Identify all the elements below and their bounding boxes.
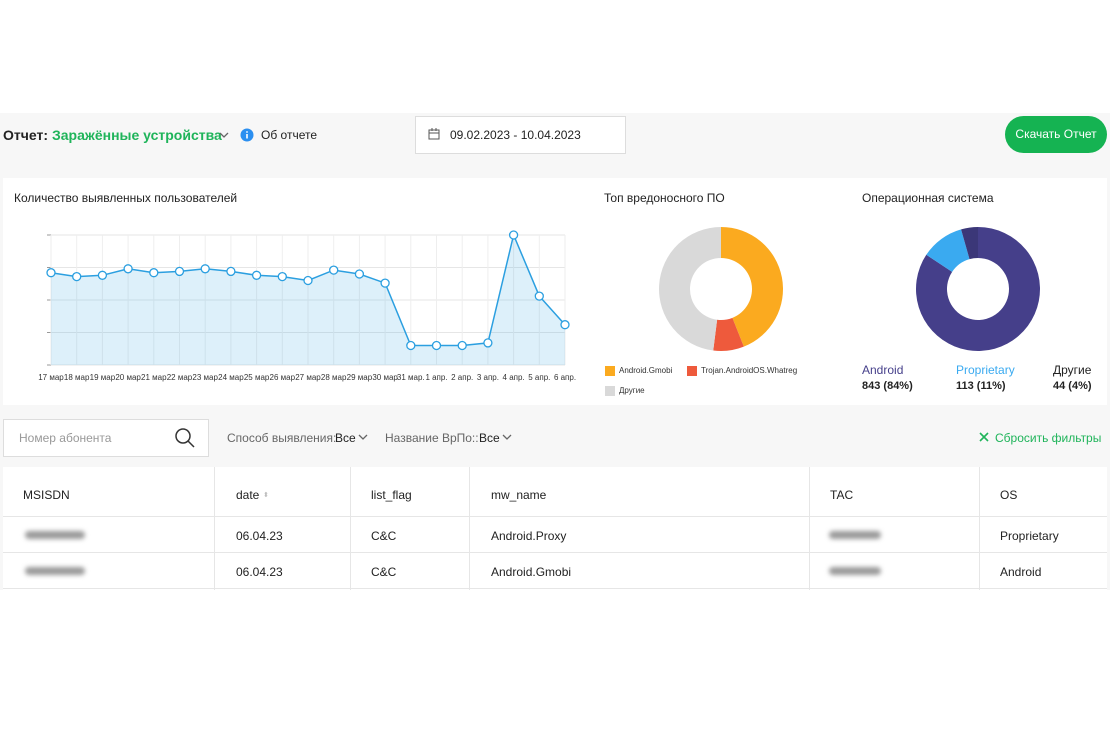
malware-select[interactable]: Все bbox=[479, 431, 500, 445]
point bbox=[330, 266, 338, 274]
legend-swatch bbox=[687, 366, 697, 376]
x-tick-label: 25 мар bbox=[244, 373, 270, 382]
x-tick-label: 24 мар bbox=[218, 373, 244, 382]
point bbox=[407, 342, 415, 350]
blurred-msisdn bbox=[25, 567, 85, 575]
legend-label: Trojan.AndroidOS.Whatreg bbox=[701, 366, 797, 375]
x-tick-label: 28 мар bbox=[321, 373, 347, 382]
column-header: MSISDN bbox=[23, 488, 70, 502]
column-header: OS bbox=[1000, 488, 1017, 502]
table-cell: Android bbox=[1000, 565, 1041, 579]
point bbox=[73, 273, 81, 281]
malware-label: Название ВрПо:: bbox=[385, 431, 479, 445]
x-tick-label: 27 мар bbox=[295, 373, 321, 382]
point bbox=[47, 269, 55, 277]
point bbox=[535, 292, 543, 300]
row-border bbox=[3, 588, 1107, 589]
blurred-tac bbox=[829, 531, 881, 539]
point bbox=[278, 273, 286, 281]
table-cell: C&C bbox=[371, 565, 396, 579]
legend-label: Другие bbox=[619, 386, 645, 395]
x-tick-label: 29 мар bbox=[347, 373, 373, 382]
x-tick-label: 23 мар bbox=[192, 373, 218, 382]
x-tick-label: 2 апр. bbox=[451, 373, 473, 382]
point bbox=[304, 277, 312, 285]
point bbox=[124, 265, 132, 273]
x-tick-label: 4 апр. bbox=[503, 373, 525, 382]
column-border bbox=[979, 467, 980, 590]
chevron bbox=[358, 433, 368, 441]
blurred-tac bbox=[829, 567, 881, 575]
method-label: Способ выявления: bbox=[227, 431, 336, 445]
column-header: TAC bbox=[830, 488, 853, 502]
method-select[interactable]: Все bbox=[335, 431, 356, 445]
x-tick-label: 19 мар bbox=[90, 373, 116, 382]
point bbox=[98, 271, 106, 279]
chart-title: Количество выявленных пользователей bbox=[14, 191, 237, 205]
table: MSISDN date list_flag mw_name TAC OS ⬍ 06.04.23… bbox=[3, 467, 1107, 590]
row-border bbox=[3, 516, 1107, 517]
search-icon[interactable] bbox=[174, 427, 196, 449]
table-cell: 06.04.23 bbox=[236, 565, 283, 579]
donut-segment bbox=[659, 227, 721, 351]
table-cell: Proprietary bbox=[1000, 529, 1059, 543]
column-header: date bbox=[236, 488, 259, 502]
x-tick-label: 26 мар bbox=[270, 373, 296, 382]
legend-label: Android bbox=[862, 363, 903, 377]
x-tick-label: 20 мар bbox=[115, 373, 141, 382]
column-border bbox=[469, 467, 470, 590]
legend-value: 44 (4%) bbox=[1053, 380, 1092, 392]
x-tick-label: 17 мар bbox=[38, 373, 64, 382]
point bbox=[458, 342, 466, 350]
x-tick-label: 3 апр. bbox=[477, 373, 499, 382]
legend-swatch bbox=[605, 386, 615, 396]
chart-title: Топ вредоносного ПО bbox=[604, 191, 725, 205]
legend-label: Другие bbox=[1053, 363, 1092, 377]
x-tick-label: 1 апр. bbox=[425, 373, 447, 382]
table-cell: C&C bbox=[371, 529, 396, 543]
x-tick-label: 5 апр. bbox=[528, 373, 550, 382]
legend-label: Proprietary bbox=[956, 363, 1015, 377]
chart-title: Операционная система bbox=[862, 191, 994, 205]
column-border bbox=[214, 467, 215, 590]
column-header: list_flag bbox=[371, 488, 412, 502]
point bbox=[510, 231, 518, 239]
reset-icon bbox=[979, 432, 989, 442]
column-border bbox=[809, 467, 810, 590]
point bbox=[484, 339, 492, 347]
point bbox=[355, 270, 363, 278]
legend-swatch bbox=[605, 366, 615, 376]
table-cell: 06.04.23 bbox=[236, 529, 283, 543]
charts: Количество выявленных пользователей 17 ма… bbox=[0, 0, 1110, 410]
legend-label: Android.Gmobi bbox=[619, 366, 673, 375]
point bbox=[201, 265, 209, 273]
row-border bbox=[3, 552, 1107, 553]
reset-filters[interactable]: Сбросить фильтры bbox=[995, 431, 1101, 445]
table-cell: Android.Proxy bbox=[491, 529, 566, 543]
point bbox=[176, 267, 184, 275]
table-cell: Android.Gmobi bbox=[491, 565, 571, 579]
point bbox=[150, 269, 158, 277]
column-header: mw_name bbox=[491, 488, 546, 502]
legend-value: 843 (84%) bbox=[862, 380, 913, 392]
point bbox=[433, 342, 441, 350]
x-tick-label: 6 апр. bbox=[554, 373, 576, 382]
column-border bbox=[350, 467, 351, 590]
point bbox=[381, 279, 389, 287]
sort-icon: ⬍ bbox=[263, 491, 269, 499]
legend-value: 113 (11%) bbox=[956, 380, 1006, 392]
chevron bbox=[502, 433, 512, 441]
blurred-msisdn bbox=[25, 531, 85, 539]
search-placeholder: Номер абонента bbox=[19, 431, 111, 445]
x-tick-label: 18 мар bbox=[64, 373, 90, 382]
x-tick-label: 21 мар bbox=[141, 373, 167, 382]
x-tick-label: 22 мар bbox=[167, 373, 193, 382]
point bbox=[561, 321, 569, 329]
point bbox=[227, 267, 235, 275]
x-tick-label: 30 мар bbox=[372, 373, 398, 382]
point bbox=[253, 271, 261, 279]
x-tick-label: 31 мар. bbox=[397, 373, 425, 382]
